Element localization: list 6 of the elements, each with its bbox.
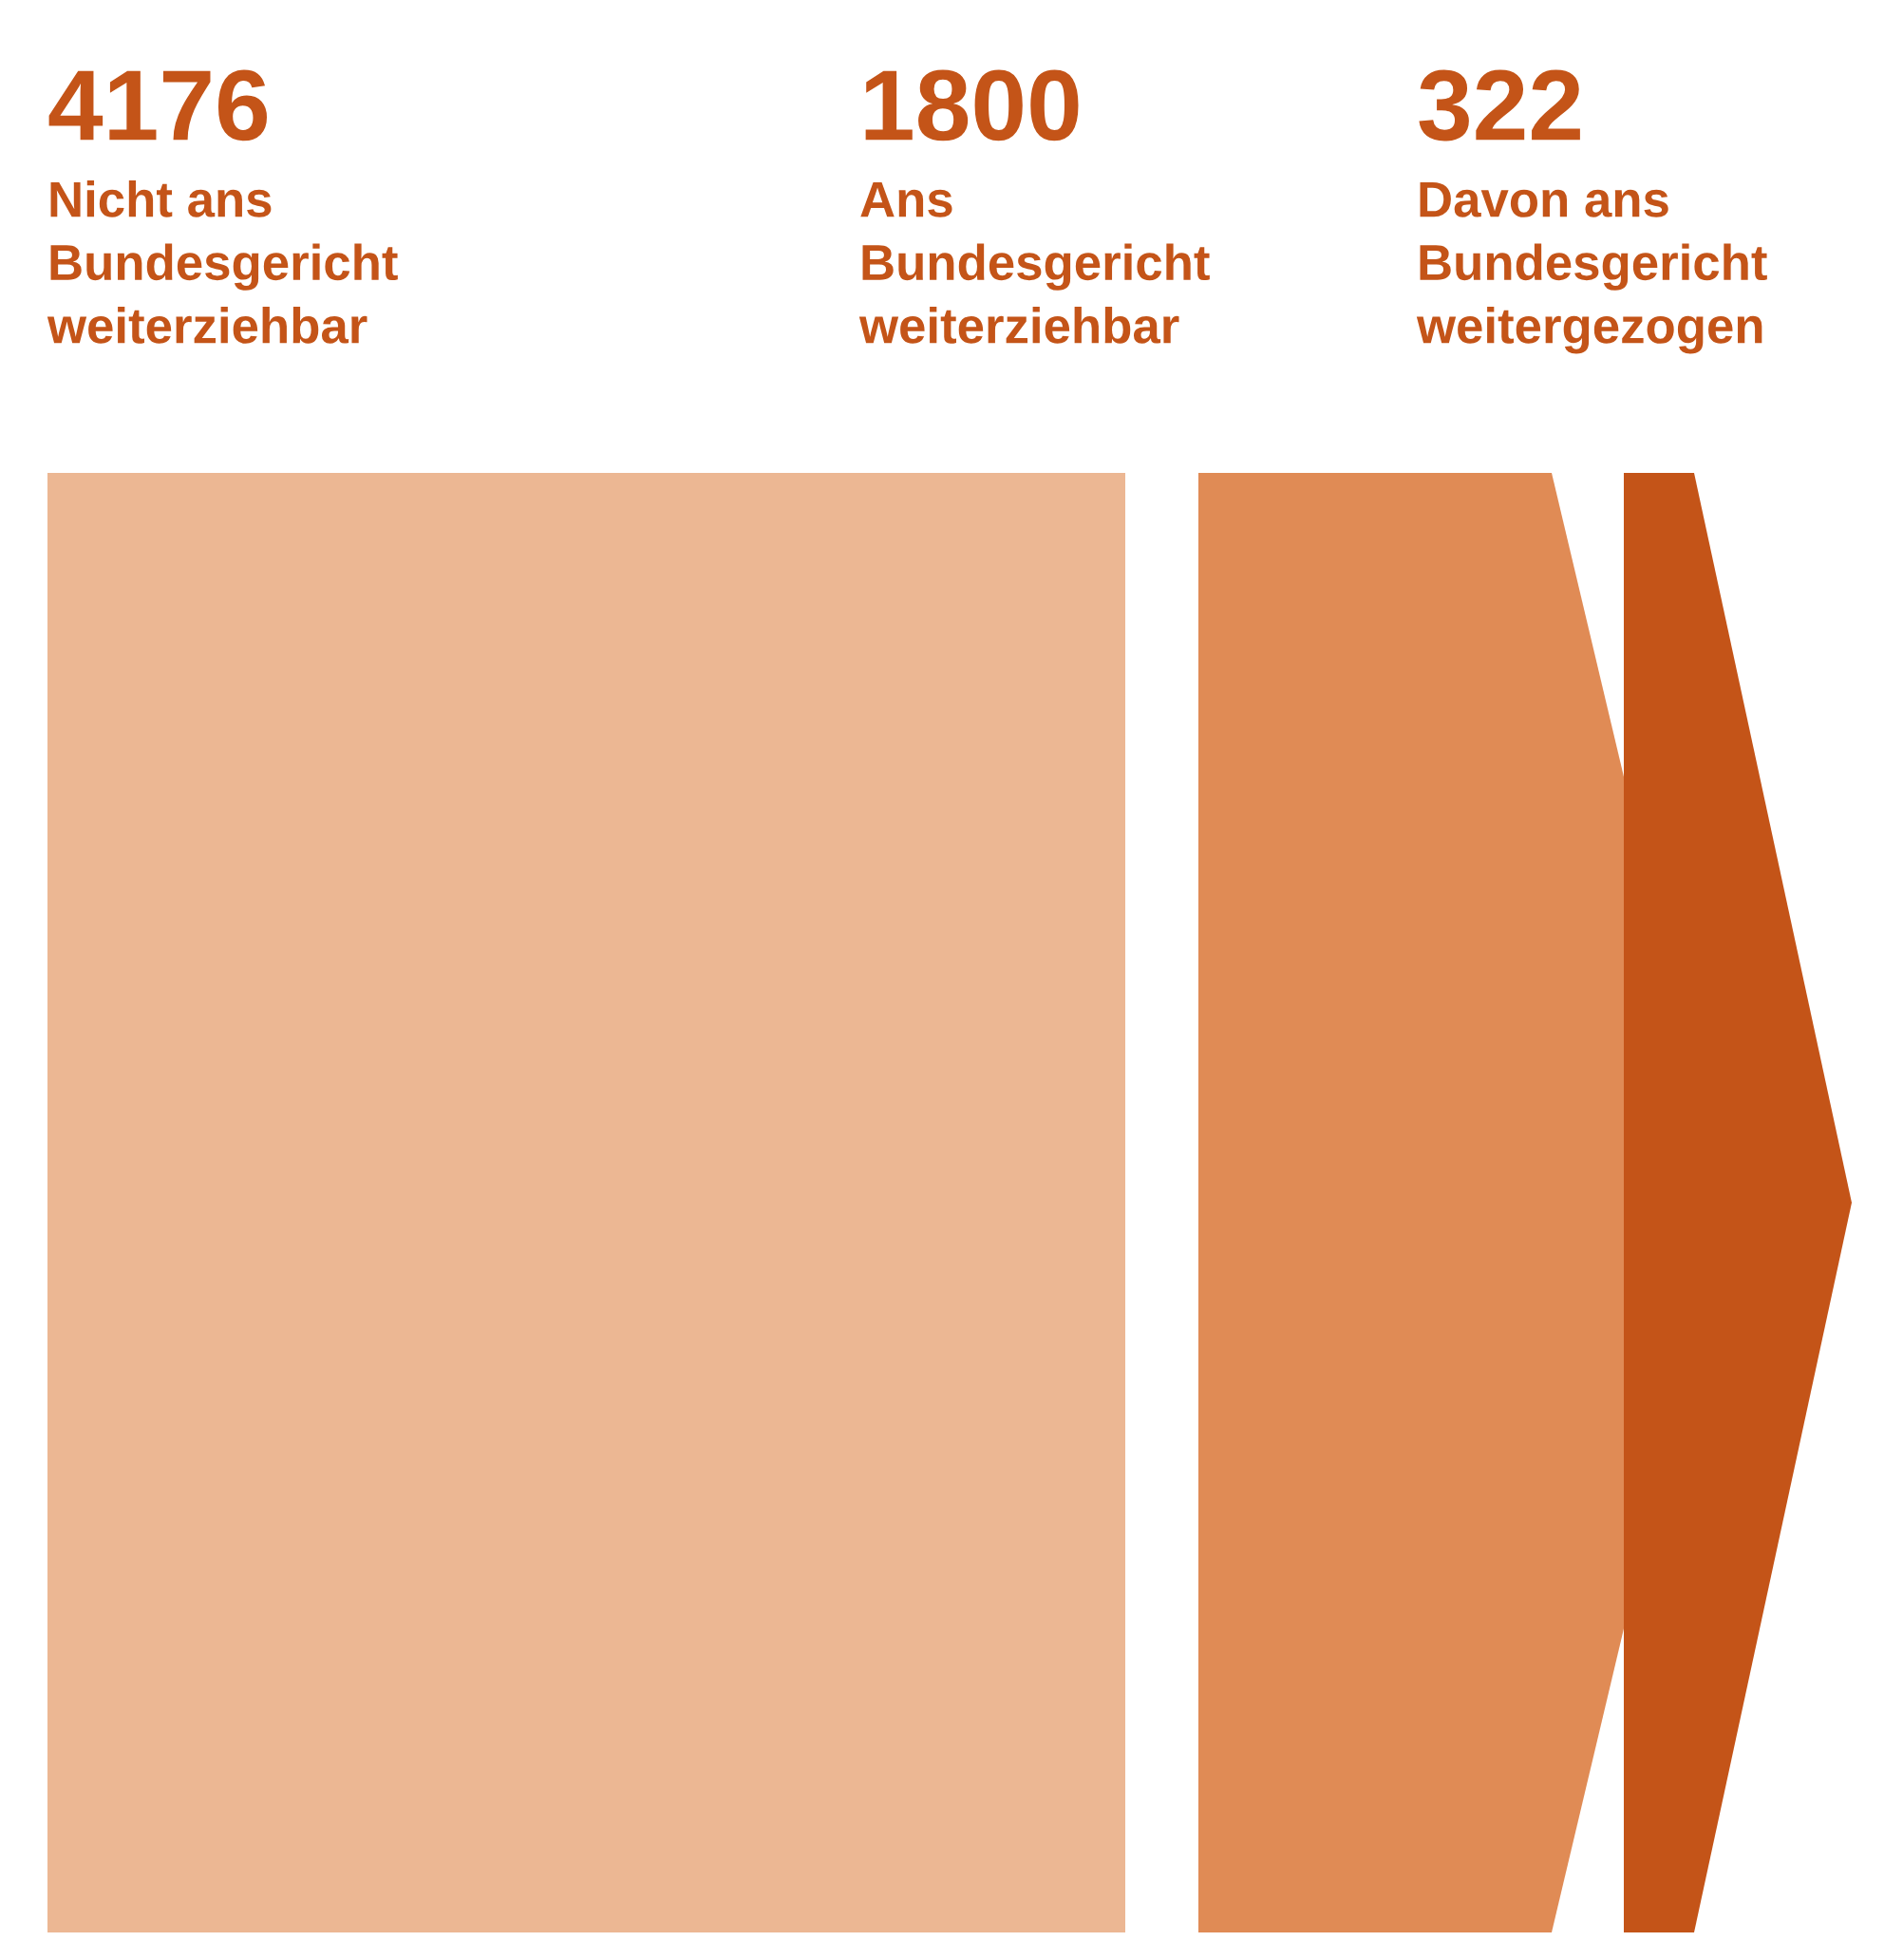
category-label: Nicht ans Bundesgericht weiterziehbar <box>47 180 398 344</box>
category-label: Ans Bundesgericht weiterziehbar <box>858 181 1210 344</box>
data-label: 4176 <box>48 69 267 141</box>
data-label: 1800 <box>865 69 1079 141</box>
data-label: 322 <box>1419 69 1580 141</box>
category-label: Davon ans Bundesgericht weitergezogen <box>1416 181 1767 354</box>
